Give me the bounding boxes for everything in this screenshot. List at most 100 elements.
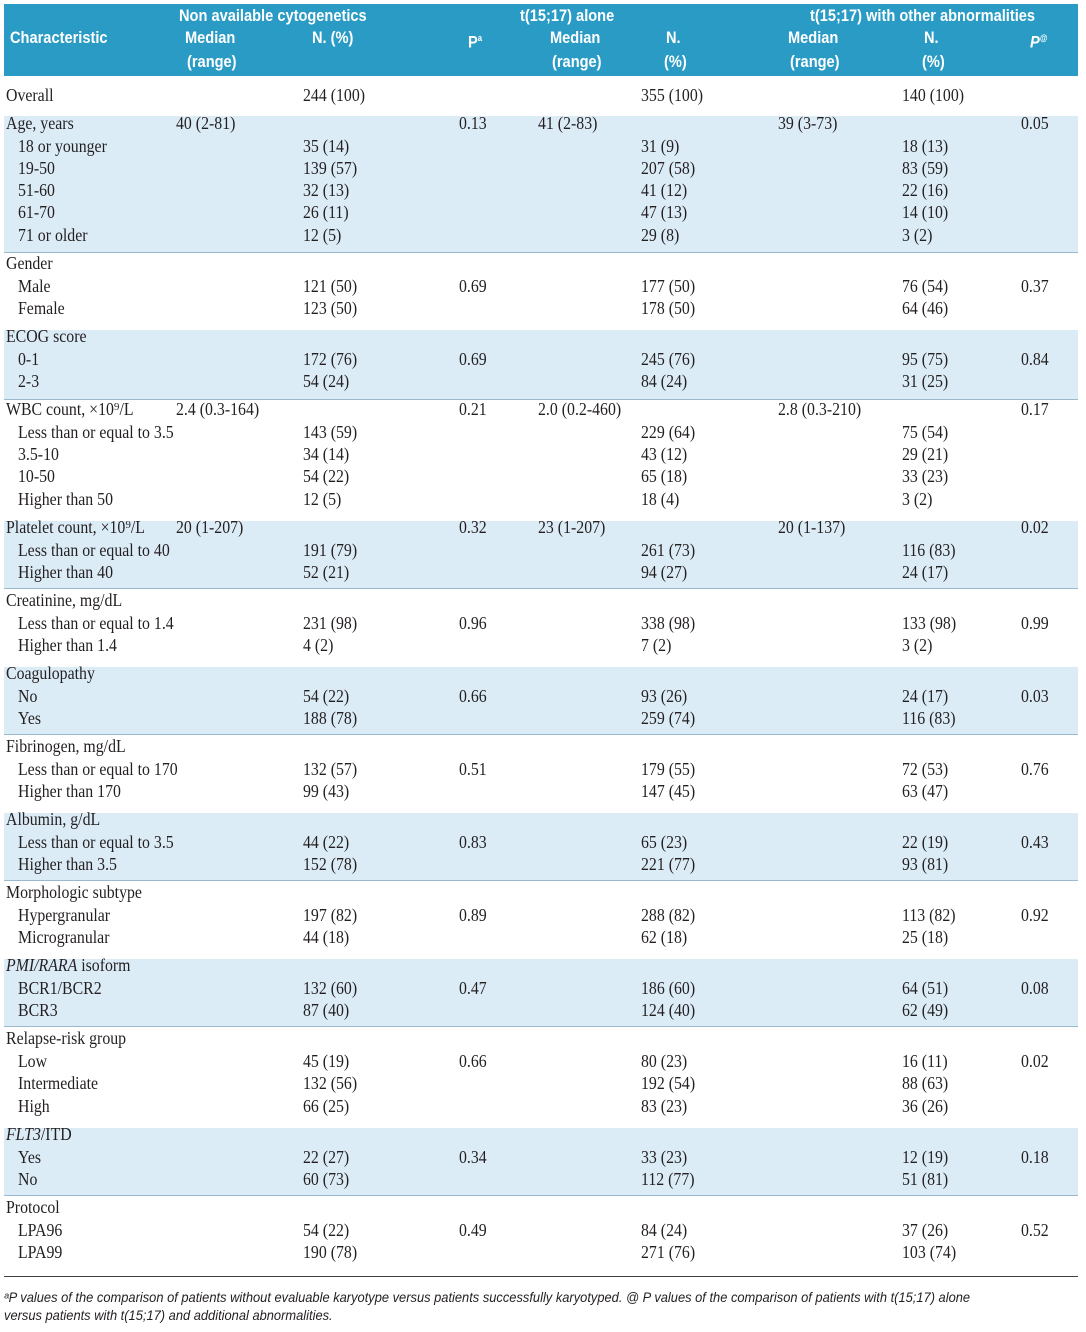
header-p-b-letter: P [1030,32,1040,52]
p-value-b: 0.84 [1021,349,1049,369]
p-value-b: 0.52 [1021,1220,1049,1240]
header-pct-2: (%) [664,52,687,71]
count-nonavail: 188 (78) [303,708,358,728]
header-group-non-available: Non available cytogenetics [179,6,367,25]
count-nonavail: 44 (22) [303,832,350,852]
count-alone: 186 (60) [641,978,696,998]
row-group-label: Protocol [6,1197,60,1217]
count-nonavail: 45 (19) [303,1051,350,1071]
row-sub-label: 51-60 [18,180,55,200]
count-alone: 147 (45) [641,781,696,801]
count-nonavail: 26 (11) [303,202,349,222]
p-value-b: 0.17 [1021,399,1049,419]
p-value-a: 0.96 [459,613,487,633]
count-other: 22 (19) [902,832,949,852]
count-other: 14 (10) [902,202,949,222]
row-sub-label: Higher than 40 [18,562,114,582]
header-range-3: (range) [790,52,840,71]
p-value-b: 0.92 [1021,905,1049,925]
row-sub-label: No [18,686,38,706]
count-alone: 259 (74) [641,708,696,728]
row-sub-label: Male [18,276,51,296]
count-other: 64 (51) [902,978,949,998]
row-group-label: Creatinine, mg/dL [6,590,123,610]
group-separator [4,734,1078,735]
count-alone: 84 (24) [641,371,688,391]
count-alone: 261 (73) [641,540,696,560]
row-group-band [4,1128,1078,1195]
count-nonavail: 52 (21) [303,562,350,582]
p-value-b: 0.05 [1021,113,1049,133]
p-value-a: 0.34 [459,1147,487,1167]
count-alone: 43 (12) [641,444,688,464]
count-other: 24 (17) [902,686,949,706]
count-nonavail: 12 (5) [303,489,342,509]
row-group-label: WBC count, ×10⁹/L [6,399,134,419]
row-sub-label: Higher than 3.5 [18,854,117,874]
count-nonavail: 152 (78) [303,854,358,874]
count-nonavail: 54 (22) [303,1220,350,1240]
row-group-band [4,667,1078,734]
table-bottom-rule [4,1276,1078,1277]
count-alone: 41 (12) [641,180,688,200]
row-sub-label: Higher than 50 [18,489,114,509]
row-sub-label: 18 or younger [18,136,107,156]
row-sub-label: 3.5-10 [18,444,59,464]
count-other: 29 (21) [902,444,949,464]
count-alone: 178 (50) [641,298,696,318]
row-group-label: FLT3/ITD [6,1123,72,1145]
p-value-b: 0.76 [1021,759,1049,779]
count-nonavail: 139 (57) [303,158,358,178]
p-value-b: 0.99 [1021,613,1049,633]
row-sub-label: 19-50 [18,158,55,178]
row-sub-label: Microgranular [18,927,110,947]
count-other: 3 (2) [902,489,933,509]
count-alone: 18 (4) [641,489,680,509]
count-alone: 179 (55) [641,759,696,779]
count-other: 140 (100) [902,85,965,105]
count-other: 88 (63) [902,1073,949,1093]
row-sub-label: Less than or equal to 3.5 [18,832,174,852]
row-label-rest: isoform [77,955,131,975]
row-sub-label: 2-3 [18,371,40,391]
count-nonavail: 231 (98) [303,613,358,633]
p-value-a: 0.66 [459,1051,487,1071]
count-nonavail: 87 (40) [303,1000,350,1020]
header-median-1: Median [185,28,236,47]
count-alone: 94 (27) [641,562,688,582]
row-group-label: Morphologic subtype [6,882,142,902]
header-range-2: (range) [552,52,602,71]
count-alone: 33 (23) [641,1147,688,1167]
median-nonavail: 40 (2-81) [176,113,236,133]
count-alone: 80 (23) [641,1051,688,1071]
count-alone: 65 (18) [641,466,688,486]
count-other: 76 (54) [902,276,949,296]
row-group-band [4,330,1078,399]
p-value-b: 0.43 [1021,832,1049,852]
count-nonavail: 99 (43) [303,781,350,801]
p-value-b: 0.18 [1021,1147,1049,1167]
table-header: Characteristic Non available cytogenetic… [4,4,1078,76]
count-other: 3 (2) [902,635,933,655]
p-value-b: 0.02 [1021,1051,1049,1071]
group-separator [4,252,1078,253]
row-sub-label: Yes [18,1147,42,1167]
count-other: 116 (83) [902,540,956,560]
row-sub-label: Higher than 170 [18,781,121,801]
median-alone: 41 (2-83) [538,113,598,133]
row-group-label: PMI/RARA isoform [6,954,130,976]
count-other: 93 (81) [902,854,949,874]
p-value-a: 0.89 [459,905,487,925]
count-alone: 47 (13) [641,202,688,222]
row-group-band [4,116,1078,252]
count-alone: 207 (58) [641,158,696,178]
group-separator [4,1195,1078,1196]
median-alone: 23 (1-207) [538,517,606,537]
group-separator [4,399,1078,400]
p-value-a: 0.69 [459,276,487,296]
count-alone: 62 (18) [641,927,688,947]
row-group-label: Age, years [6,113,74,133]
count-nonavail: 54 (22) [303,466,350,486]
row-group-label: Overall [6,85,54,105]
row-group-label: Coagulopathy [6,663,95,683]
